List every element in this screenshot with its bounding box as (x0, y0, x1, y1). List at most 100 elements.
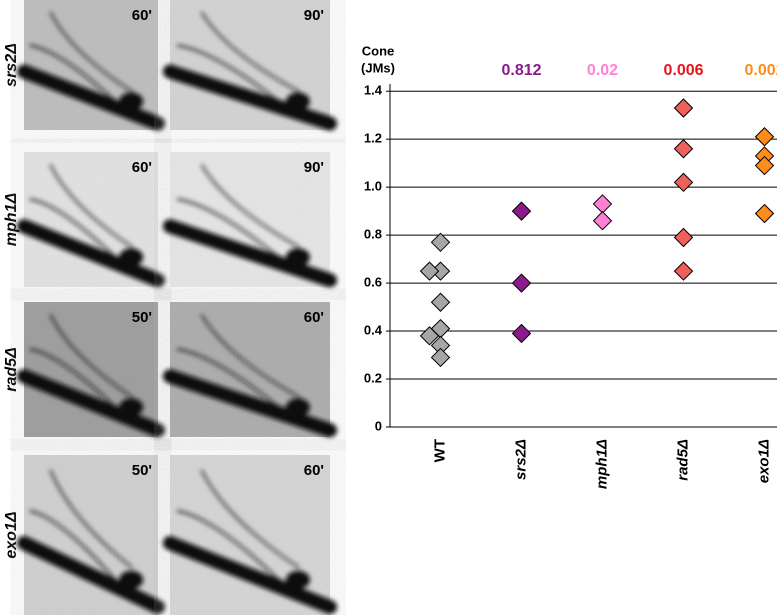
data-point (511, 323, 532, 344)
data-point (592, 194, 613, 214)
data-point (754, 155, 775, 176)
gel-arc (49, 314, 133, 398)
time-label: 60' (304, 309, 324, 326)
y-tick-label: 1.0 (364, 179, 382, 194)
data-point (673, 227, 694, 248)
gel-image (17, 455, 165, 615)
chart: Cone (JMs) 0 0.2 0.4 0.6 0.8 1.0 1.2 1.4 WT srs2Δ 0.… (361, 43, 777, 489)
row-label: rad5Δ (3, 347, 20, 392)
gel-image (163, 152, 337, 288)
gel-arc (29, 197, 126, 269)
gel-image (17, 0, 165, 131)
gel-arc (176, 347, 292, 419)
data-point (754, 203, 775, 224)
gel-panels: srs2Δ 60' 90' mph1Δ 60' 90' rad5Δ 50' 60' exo1Δ 50… (3, 0, 337, 615)
data-point (754, 127, 775, 147)
gel-arc (49, 164, 133, 248)
gel-signal (163, 469, 337, 614)
row-label: exo1Δ (3, 511, 20, 558)
gel-noise (24, 455, 158, 615)
gel-arc (176, 44, 292, 112)
x-tick-label: exo1Δ (755, 439, 772, 483)
data-point (511, 201, 532, 221)
gel-signal (17, 164, 165, 288)
gel-signal (163, 314, 337, 438)
gel-arc (29, 44, 126, 112)
gel-signal (17, 469, 165, 614)
gel-spot (286, 570, 310, 589)
y-axis-title: (JMs) (361, 60, 395, 75)
time-label: 60' (132, 7, 152, 24)
data-point (673, 261, 694, 281)
x-tick-label: mph1Δ (593, 439, 610, 489)
data-point (592, 211, 613, 231)
y-tick-label: 0.8 (364, 227, 382, 242)
data-point (430, 232, 451, 253)
gel-arc (200, 11, 300, 93)
row-label: srs2Δ (3, 43, 20, 87)
gel-image (17, 302, 165, 438)
p-value: 0.006 (663, 62, 703, 79)
gel-noise (170, 455, 330, 615)
gel-arc (176, 197, 292, 269)
gel-arc (29, 347, 126, 419)
gel-arc (49, 469, 133, 569)
time-label: 90' (304, 159, 324, 176)
gel-arc (17, 369, 165, 438)
data-point (673, 172, 694, 193)
data-point (430, 347, 451, 368)
time-label: 60' (304, 462, 324, 479)
data-point (673, 139, 694, 159)
gel-spot (119, 398, 144, 417)
x-tick-label: srs2Δ (512, 439, 529, 480)
y-axis-title: Cone (362, 43, 395, 58)
gel-arc (200, 469, 300, 569)
gel-arc (176, 509, 292, 593)
time-label: 50' (132, 462, 152, 479)
gel-spot (286, 92, 310, 111)
gel-signal (163, 164, 337, 288)
gel-image (163, 302, 337, 438)
data-point (419, 326, 440, 346)
gel-spot (119, 92, 144, 111)
x-tick-label: WT (431, 439, 448, 462)
gel-arc (17, 219, 165, 288)
data-point (419, 261, 440, 281)
gel-image (163, 0, 337, 131)
time-label: 50' (132, 309, 152, 326)
p-value: 0.002 (744, 62, 777, 79)
y-tick-label: 0 (375, 418, 382, 433)
gel-spot (119, 248, 144, 267)
p-value: 0.812 (501, 62, 541, 79)
gel-signal (17, 314, 165, 438)
gel-arc (163, 536, 337, 614)
y-tick-label: 1.2 (364, 131, 382, 146)
p-value: 0.02 (587, 62, 618, 79)
time-label: 90' (304, 7, 324, 24)
y-tick-label: 0.6 (364, 275, 382, 290)
gel-arc (163, 64, 337, 131)
gel-image (163, 455, 337, 615)
gel-arc (29, 509, 126, 593)
gel-arc (17, 536, 165, 614)
data-point (673, 98, 694, 118)
data-point (511, 273, 532, 293)
y-tick-label: 0.2 (364, 370, 382, 385)
gel-arc (163, 219, 337, 288)
gel-spot (286, 398, 310, 417)
row-label: mph1Δ (3, 193, 20, 247)
gel-spot (119, 570, 144, 589)
gel-signal (17, 11, 165, 131)
gel-arc (163, 369, 337, 438)
gel-arc (200, 164, 300, 248)
gel-arc (17, 64, 165, 131)
gel-image (17, 152, 165, 288)
gel-signal (163, 11, 337, 131)
data-point (430, 292, 451, 312)
time-label: 60' (132, 159, 152, 176)
gel-arc (200, 314, 300, 398)
gel-arc (49, 11, 133, 93)
y-tick-label: 1.4 (364, 83, 383, 98)
gel-spot (286, 248, 310, 267)
